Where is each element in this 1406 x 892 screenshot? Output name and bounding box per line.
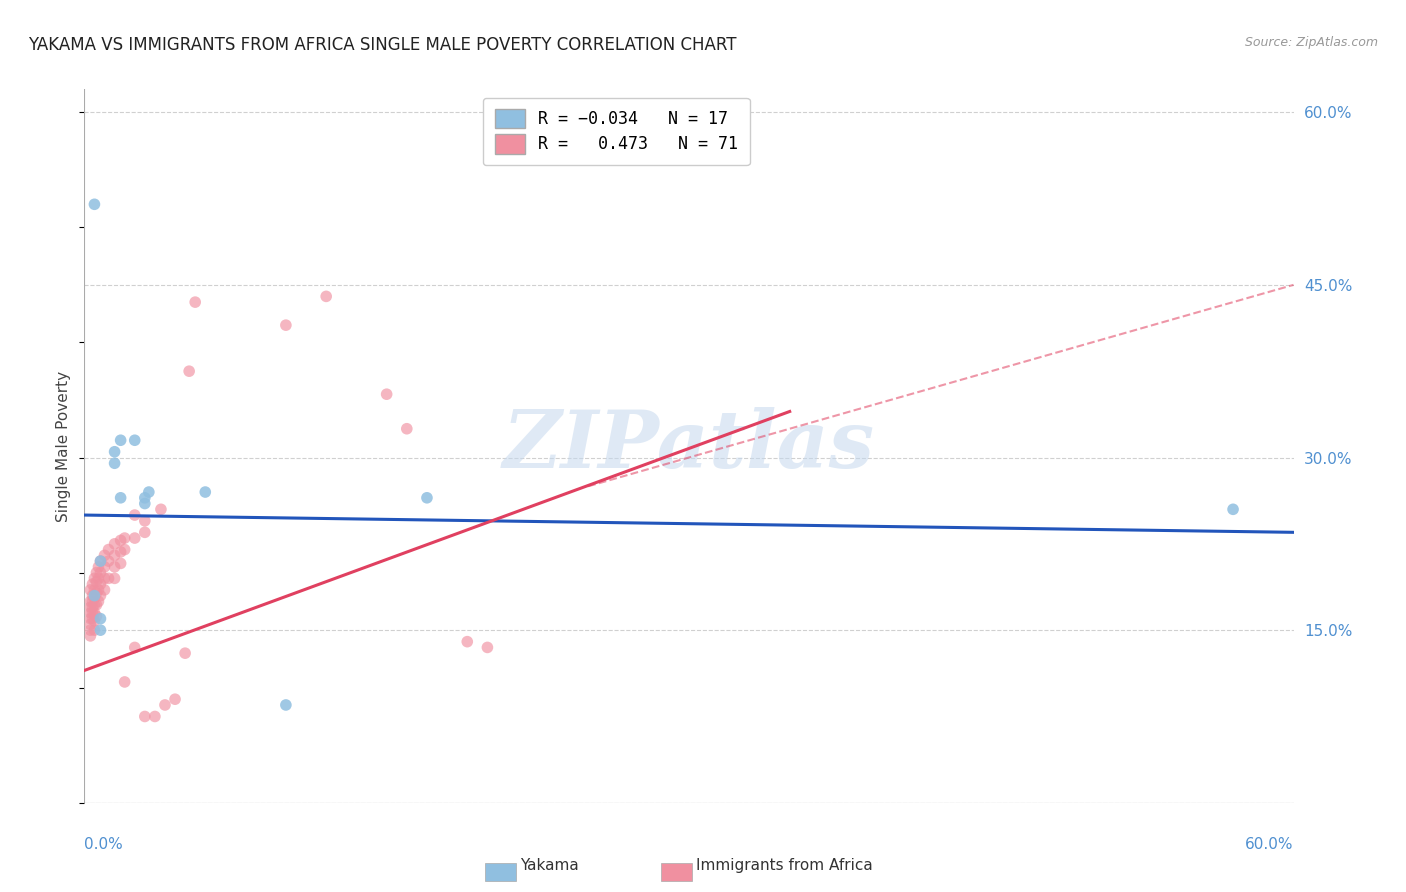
Point xyxy=(89,623,111,637)
Point xyxy=(110,434,132,448)
Y-axis label: Single Male Poverty: Single Male Poverty xyxy=(56,370,72,522)
Point xyxy=(93,549,115,563)
Point xyxy=(79,606,101,620)
Point xyxy=(86,609,108,624)
Point xyxy=(83,589,105,603)
Point xyxy=(83,598,105,612)
Point xyxy=(82,577,104,591)
Point xyxy=(143,709,166,723)
Point xyxy=(124,434,146,448)
Point xyxy=(149,502,172,516)
Point xyxy=(79,600,101,615)
Point xyxy=(104,571,127,585)
Point xyxy=(93,559,115,574)
Point xyxy=(104,559,127,574)
Text: Immigrants from Africa: Immigrants from Africa xyxy=(696,858,873,872)
Point xyxy=(87,571,110,585)
Point xyxy=(82,589,104,603)
Point xyxy=(194,485,217,500)
Point xyxy=(83,614,105,628)
Point xyxy=(86,586,108,600)
Point xyxy=(1222,502,1244,516)
Point xyxy=(110,491,132,505)
Point xyxy=(110,545,132,559)
Point xyxy=(179,364,201,378)
Point xyxy=(165,692,187,706)
Point xyxy=(93,582,115,597)
Point xyxy=(83,591,105,605)
Point xyxy=(184,295,207,310)
Point xyxy=(82,606,104,620)
Point xyxy=(114,675,136,690)
Text: ZIPatlas: ZIPatlas xyxy=(503,408,875,484)
Point xyxy=(87,582,110,597)
Point xyxy=(395,422,418,436)
Point xyxy=(93,571,115,585)
Point xyxy=(110,557,132,571)
Point xyxy=(104,444,127,458)
Point xyxy=(89,554,111,568)
Point xyxy=(82,612,104,626)
Point xyxy=(83,582,105,597)
Point xyxy=(274,698,297,712)
Point xyxy=(134,514,156,528)
Point xyxy=(83,606,105,620)
Text: 0.0%: 0.0% xyxy=(84,838,124,853)
Point xyxy=(87,594,110,608)
Point xyxy=(134,497,156,511)
Point xyxy=(124,531,146,545)
Point xyxy=(97,554,120,568)
Point xyxy=(134,709,156,723)
Point xyxy=(89,566,111,580)
Point xyxy=(82,594,104,608)
Point xyxy=(83,623,105,637)
Point xyxy=(124,640,146,655)
Point xyxy=(375,387,398,401)
Text: 60.0%: 60.0% xyxy=(1246,838,1294,853)
Point xyxy=(104,537,127,551)
Point xyxy=(86,598,108,612)
Point xyxy=(82,600,104,615)
Point xyxy=(315,289,337,303)
Point xyxy=(87,559,110,574)
Point xyxy=(79,617,101,632)
Point xyxy=(104,456,127,470)
Point xyxy=(153,698,176,712)
Point xyxy=(274,318,297,333)
Point xyxy=(134,491,156,505)
Point xyxy=(114,542,136,557)
Point xyxy=(79,594,101,608)
Point xyxy=(89,589,111,603)
Point xyxy=(86,566,108,580)
Point xyxy=(97,571,120,585)
Text: Yakama: Yakama xyxy=(520,858,579,872)
Point xyxy=(456,634,478,648)
Point xyxy=(477,640,499,655)
Point xyxy=(79,612,101,626)
Point xyxy=(114,531,136,545)
Point xyxy=(138,485,160,500)
Point xyxy=(174,646,197,660)
Point xyxy=(83,197,105,211)
Point xyxy=(416,491,439,505)
Text: Source: ZipAtlas.com: Source: ZipAtlas.com xyxy=(1244,36,1378,49)
Point xyxy=(134,525,156,540)
Point xyxy=(79,629,101,643)
Legend: R = −0.034   N = 17, R =   0.473   N = 71: R = −0.034 N = 17, R = 0.473 N = 71 xyxy=(484,97,749,165)
Point xyxy=(89,554,111,568)
Point xyxy=(97,542,120,557)
Point xyxy=(124,508,146,522)
Point xyxy=(83,571,105,585)
Point xyxy=(86,574,108,589)
Point xyxy=(89,577,111,591)
Text: YAKAMA VS IMMIGRANTS FROM AFRICA SINGLE MALE POVERTY CORRELATION CHART: YAKAMA VS IMMIGRANTS FROM AFRICA SINGLE … xyxy=(28,36,737,54)
Point xyxy=(79,582,101,597)
Point xyxy=(89,612,111,626)
Point xyxy=(110,533,132,548)
Point xyxy=(79,623,101,637)
Point xyxy=(104,549,127,563)
